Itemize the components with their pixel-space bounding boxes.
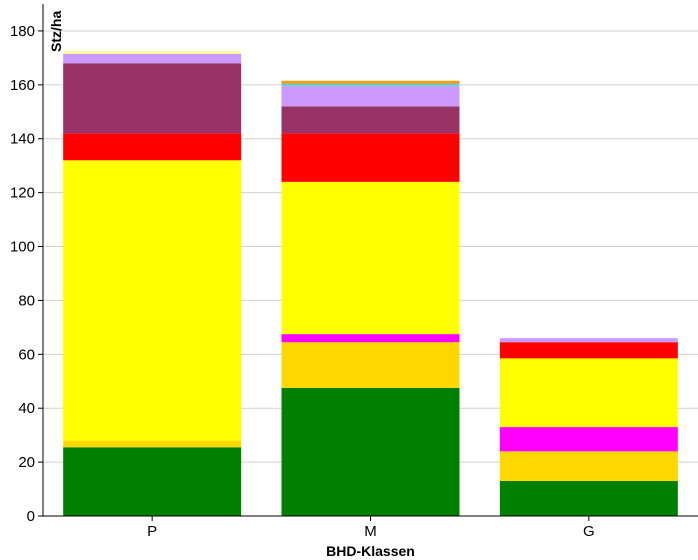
bar-segment bbox=[281, 106, 460, 134]
bar-segment bbox=[281, 86, 460, 107]
x-tick-label: M bbox=[364, 523, 377, 540]
y-tick-label: 180 bbox=[10, 23, 35, 40]
y-tick-label: 100 bbox=[10, 239, 35, 256]
y-tick-label: 140 bbox=[10, 131, 35, 148]
bar-segment bbox=[63, 440, 242, 448]
bar-segment bbox=[499, 451, 678, 481]
bar-segment bbox=[281, 80, 460, 84]
y-tick-label: 60 bbox=[18, 346, 35, 363]
bar-segment bbox=[499, 480, 678, 516]
bar-segment bbox=[499, 427, 678, 452]
bar-segment bbox=[63, 160, 242, 441]
x-tick-label: G bbox=[583, 523, 595, 540]
y-tick-label: 160 bbox=[10, 77, 35, 94]
bar-segment bbox=[499, 358, 678, 428]
y-tick-label: 80 bbox=[18, 292, 35, 309]
y-axis-title: Stz/ha bbox=[48, 11, 64, 52]
bar-segment bbox=[499, 342, 678, 359]
bar-segment bbox=[281, 388, 460, 516]
y-tick-label: 40 bbox=[18, 400, 35, 417]
y-tick-label: 0 bbox=[27, 508, 35, 525]
bars bbox=[63, 51, 678, 516]
bar-segment bbox=[63, 53, 242, 64]
y-tick-label: 20 bbox=[18, 454, 35, 471]
bar-segment bbox=[281, 181, 460, 335]
bar-segment bbox=[63, 63, 242, 134]
bar-segment bbox=[63, 447, 242, 516]
x-tick-label: P bbox=[147, 523, 157, 540]
bar-segment bbox=[281, 342, 460, 388]
bar-segment bbox=[281, 334, 460, 343]
x-axis-title: BHD-Klassen bbox=[326, 543, 415, 559]
y-tick-label: 120 bbox=[10, 185, 35, 202]
bar-segment bbox=[63, 133, 242, 161]
y-axis: 0 20 40 60 80 100 120 140 160 180 bbox=[10, 4, 44, 525]
bar-segment bbox=[63, 51, 242, 54]
bar-segment bbox=[281, 83, 460, 87]
bar-segment bbox=[281, 133, 460, 182]
bar-segment bbox=[499, 338, 678, 343]
